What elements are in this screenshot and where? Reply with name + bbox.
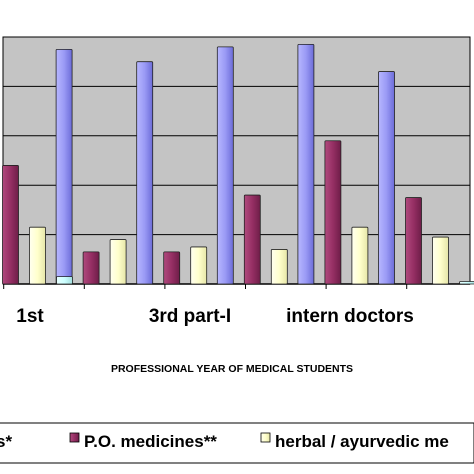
legend-label: P.O. medicines** — [84, 432, 217, 451]
x-axis-title: PROFESSIONAL YEAR OF MEDICAL STUDENTS — [111, 363, 353, 375]
bar-4-6 — [459, 281, 474, 285]
plot-background — [2, 36, 471, 285]
x-tick-label: 3rd part-I — [149, 306, 231, 327]
bar-1-5 — [297, 44, 315, 285]
bar-1-2 — [55, 48, 73, 285]
bar-2-5 — [324, 140, 342, 285]
bar-2-4 — [243, 194, 261, 285]
bar-2-1 — [2, 165, 19, 285]
legend-label: s* — [0, 432, 12, 451]
legend-box — [0, 422, 474, 464]
bar-3-4 — [270, 249, 288, 285]
bar-3-5 — [351, 226, 369, 285]
x-tick-labels: 1st 3rd part-I intern doctors — [3, 284, 414, 327]
legend-label: herbal / ayurvedic me — [275, 432, 449, 451]
bar-3-3 — [190, 246, 208, 285]
x-tick-label: 1st — [16, 306, 44, 327]
legend-swatch — [69, 432, 80, 443]
bar-4-1 — [56, 276, 73, 285]
bar-2-3 — [163, 251, 181, 285]
bar-3-1 — [29, 226, 46, 285]
bar-1-6 — [378, 71, 395, 285]
legend: s* P.O. medicines** herbal / ayurvedic me — [0, 422, 474, 464]
legend-swatch — [260, 432, 271, 443]
bar-3-6 — [432, 236, 449, 285]
bar-1-4 — [216, 46, 234, 285]
bar-3-2 — [109, 239, 127, 285]
bars — [2, 44, 474, 285]
bar-2-6 — [405, 197, 422, 285]
x-tick-label: intern doctors — [286, 306, 414, 327]
bar-2-2 — [82, 251, 100, 285]
plot-area — [2, 36, 471, 285]
bar-1-3 — [136, 61, 154, 285]
